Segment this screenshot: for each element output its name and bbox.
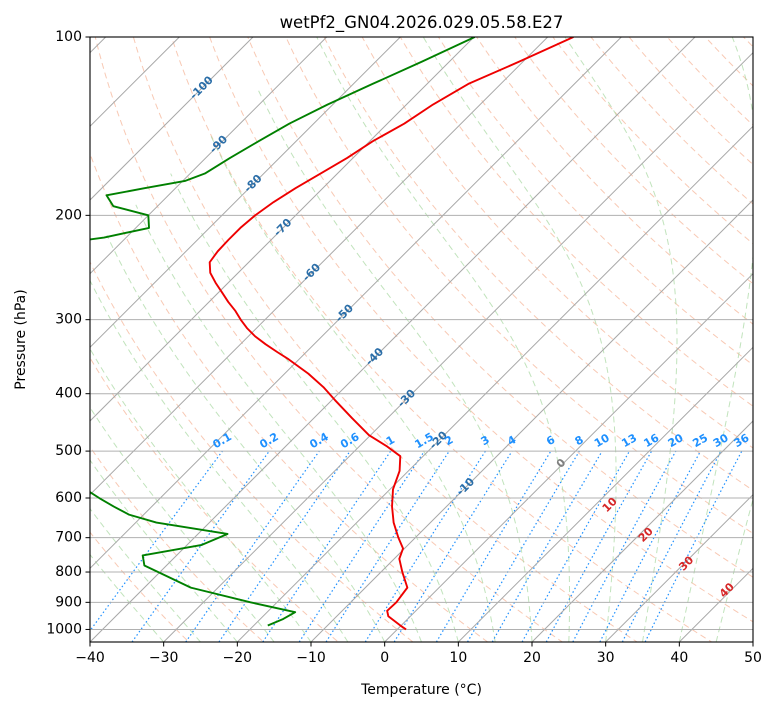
y-tick-label: 600 (55, 490, 82, 506)
x-tick-label: −20 (223, 650, 253, 666)
y-tick-label: 500 (55, 443, 82, 459)
x-tick-label: 40 (670, 650, 688, 666)
x-tick-label: 10 (449, 650, 467, 666)
y-tick-label: 800 (55, 564, 82, 580)
y-tick-label: 700 (55, 530, 82, 546)
y-tick-label: 100 (55, 29, 82, 45)
x-axis-label: Temperature (°C) (360, 682, 482, 698)
x-tick-label: 20 (523, 650, 541, 666)
y-tick-label: 200 (55, 207, 82, 223)
x-tick-label: −30 (149, 650, 179, 666)
y-axis-label: Pressure (hPa) (13, 289, 29, 389)
x-tick-label: −10 (296, 650, 326, 666)
x-tick-label: 30 (597, 650, 615, 666)
y-tick-label: 400 (55, 386, 82, 402)
y-tick-label: 1000 (46, 621, 82, 637)
y-tick-label: 900 (55, 594, 82, 610)
x-tick-label: 50 (744, 650, 762, 666)
chart-title: wetPf2_GN04.2026.029.05.58.E27 (280, 13, 564, 33)
x-tick-label: −40 (75, 650, 105, 666)
x-tick-label: 0 (380, 650, 389, 666)
y-tick-label: 300 (55, 312, 82, 328)
